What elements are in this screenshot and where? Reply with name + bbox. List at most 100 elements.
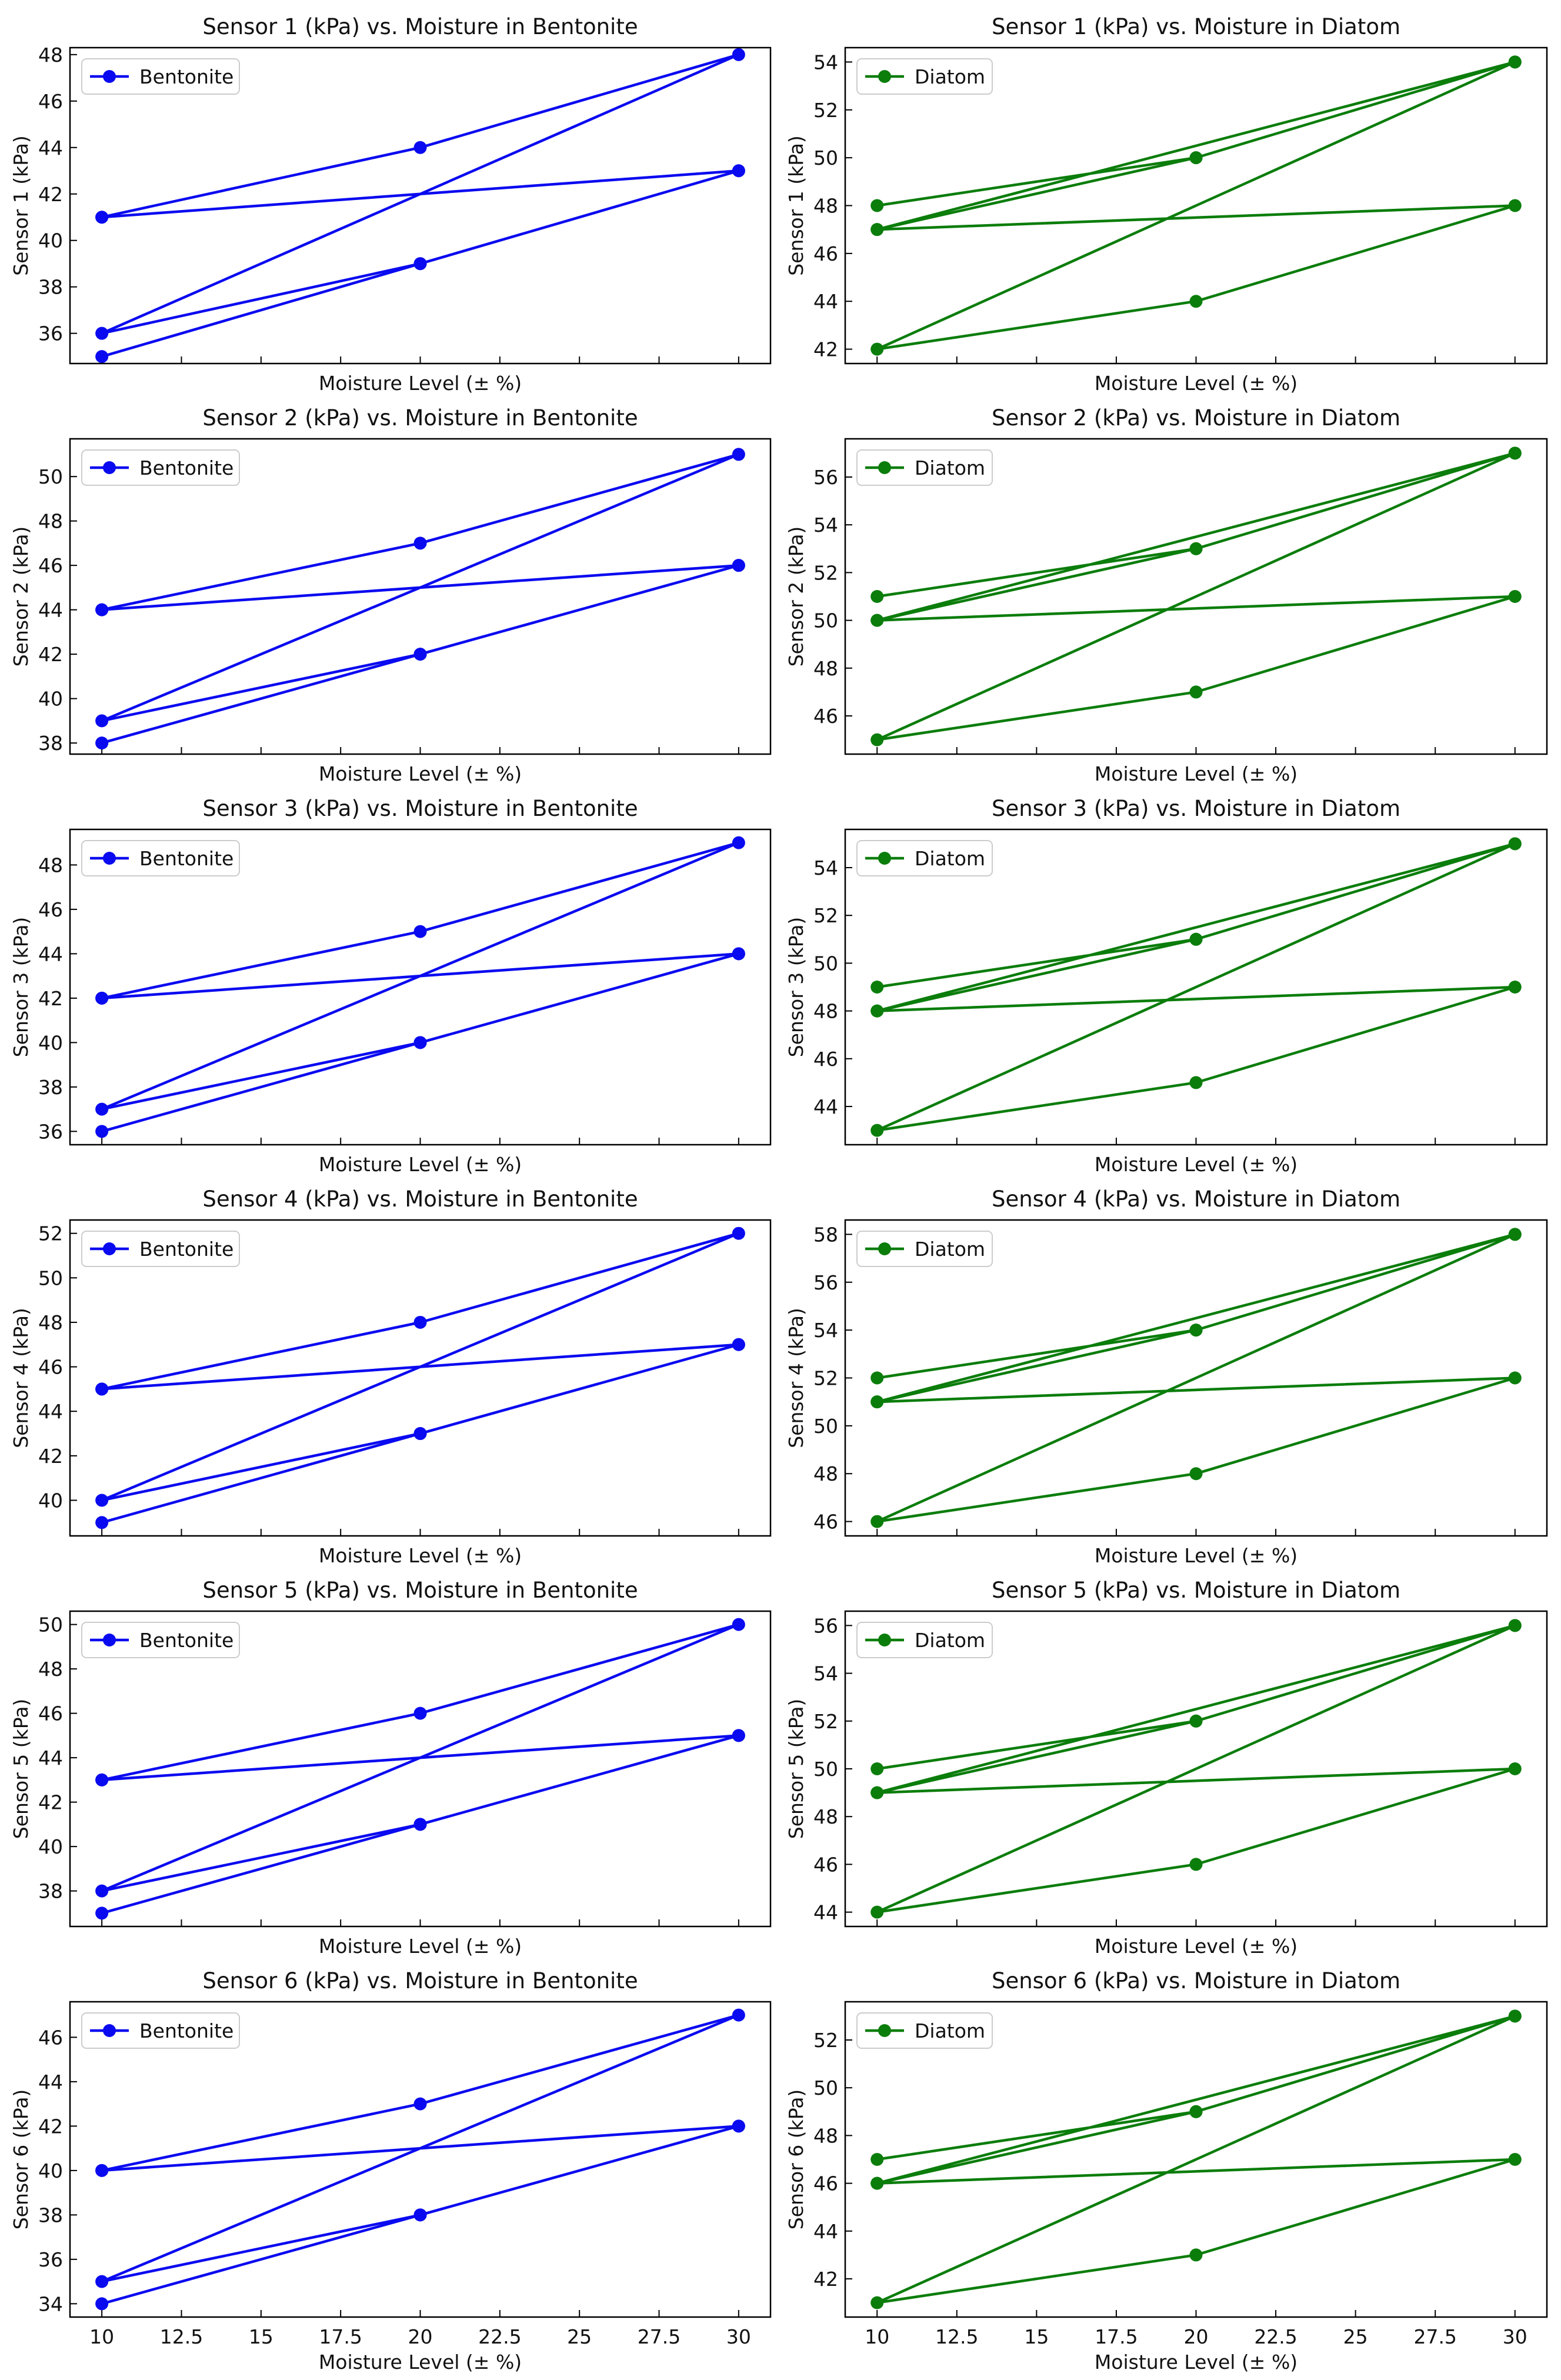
- data-point: [1508, 837, 1522, 851]
- y-axis-label: Sensor 2 (kPa): [785, 526, 808, 667]
- y-tick-label: 36: [38, 1120, 63, 1143]
- plot-frame: [69, 1610, 772, 1928]
- data-point: [870, 342, 884, 356]
- legend-label: Bentonite: [139, 456, 234, 479]
- legend-marker: [103, 852, 116, 865]
- data-point: [1508, 590, 1522, 603]
- data-point: [732, 2008, 745, 2022]
- data-point: [413, 648, 427, 661]
- legend: Diatom: [856, 1231, 993, 1267]
- y-tick-label: 50: [38, 1266, 63, 1289]
- y-axis-label: Sensor 5 (kPa): [785, 1699, 808, 1839]
- plot-frame: [69, 828, 772, 1146]
- y-tick-label: 38: [38, 1880, 63, 1903]
- series-line: [100, 2014, 741, 2305]
- chart-title: Sensor 2 (kPa) vs. Moisture in Diatom: [992, 405, 1400, 431]
- data-point: [870, 981, 884, 994]
- y-tick-label: 44: [813, 290, 838, 313]
- data-point: [95, 350, 109, 364]
- y-tick-label: 42: [38, 987, 63, 1010]
- y-tick-label: 48: [813, 1462, 838, 1485]
- y-tick-label: 44: [38, 136, 63, 159]
- y-tick-label: 46: [38, 1356, 63, 1379]
- subplot-2: Sensor 1 (kPa) vs. Moisture in Diatom 42 4…: [785, 14, 1548, 395]
- x-axis-label: Moisture Level (± %): [319, 1935, 522, 1958]
- y-tick-label: 46: [813, 1853, 838, 1876]
- data-point: [413, 925, 427, 938]
- y-tick-label: 42: [813, 338, 838, 361]
- y-tick-label: 48: [813, 1000, 838, 1023]
- legend-label: Diatom: [915, 847, 985, 870]
- data-point: [95, 326, 109, 340]
- data-point: [95, 1125, 109, 1138]
- y-tick-label: 42: [813, 2268, 838, 2291]
- legend-label: Bentonite: [139, 847, 234, 870]
- subplot-4: Sensor 2 (kPa) vs. Moisture in Diatom 46 4…: [785, 405, 1548, 785]
- series-line: [875, 842, 1517, 1132]
- plot-frame: [844, 46, 1548, 365]
- chart-title: Sensor 2 (kPa) vs. Moisture in Bentonite: [202, 405, 638, 431]
- data-point: [870, 590, 884, 603]
- x-tick-label: 12.5: [160, 2325, 203, 2348]
- data-point: [95, 736, 109, 750]
- y-axis-label: Sensor 1 (kPa): [9, 135, 32, 276]
- plot-frame: [844, 1219, 1548, 1537]
- chart-title: Sensor 5 (kPa) vs. Moisture in Diatom: [992, 1578, 1400, 1603]
- data-point: [1508, 1228, 1522, 1241]
- y-axis-label: Sensor 4 (kPa): [785, 1308, 808, 1448]
- legend-label: Bentonite: [139, 1238, 234, 1261]
- legend-box: [856, 1622, 993, 1658]
- y-tick-label: 50: [813, 609, 838, 632]
- data-point: [870, 1004, 884, 1018]
- legend: Diatom: [856, 2012, 993, 2049]
- x-tick-label: 17.5: [319, 2325, 362, 2348]
- y-tick-label: 42: [38, 2115, 63, 2138]
- y-axis-label: Sensor 2 (kPa): [9, 526, 32, 667]
- plot-frame: [844, 438, 1548, 755]
- data-point: [413, 2208, 427, 2222]
- series-line: [875, 452, 1517, 741]
- legend-box: [81, 840, 240, 876]
- y-tick-label: 56: [813, 1614, 838, 1637]
- x-tick-label: 30: [1503, 2325, 1527, 2348]
- data-point: [1189, 542, 1203, 555]
- legend-marker: [878, 70, 891, 83]
- data-point: [1189, 685, 1203, 699]
- y-tick-label: 54: [813, 51, 838, 74]
- data-point: [1189, 295, 1203, 308]
- data-point: [870, 1905, 884, 1919]
- data-point: [1508, 446, 1522, 460]
- legend-box: [81, 1622, 240, 1658]
- legend: Bentonite: [81, 1231, 240, 1267]
- y-tick-label: 50: [813, 2076, 838, 2099]
- y-tick-label: 48: [38, 854, 63, 876]
- legend-marker: [878, 1242, 891, 1255]
- data-point: [870, 2153, 884, 2166]
- x-tick-label: 10: [89, 2325, 114, 2348]
- data-point: [95, 2297, 109, 2311]
- x-tick-label: 25: [567, 2325, 592, 2348]
- y-tick-label: 52: [813, 1710, 838, 1733]
- data-point: [1189, 2248, 1203, 2262]
- data-point: [1508, 55, 1522, 69]
- x-axis-label: Moisture Level (± %): [319, 762, 522, 785]
- x-tick-label: 20: [408, 2325, 433, 2348]
- legend-box: [856, 1231, 993, 1267]
- data-point: [1189, 2105, 1203, 2118]
- y-tick-label: 44: [38, 1400, 63, 1423]
- subplot-9: Sensor 5 (kPa) vs. Moisture in Bentonite…: [9, 1578, 772, 1958]
- subplot-6: Sensor 3 (kPa) vs. Moisture in Diatom 44 4…: [785, 796, 1548, 1176]
- legend-marker: [878, 1634, 891, 1646]
- y-tick-label: 52: [813, 99, 838, 122]
- legend-label: Bentonite: [139, 65, 234, 88]
- data-point: [95, 1382, 109, 1396]
- data-point: [95, 2275, 109, 2288]
- data-point: [732, 1729, 745, 1742]
- data-point: [413, 1818, 427, 1831]
- data-point: [732, 448, 745, 461]
- y-tick-label: 38: [38, 1076, 63, 1099]
- x-tick-label: 10: [865, 2325, 889, 2348]
- data-point: [95, 1773, 109, 1786]
- plot-frame: [844, 828, 1548, 1146]
- y-tick-label: 48: [38, 510, 63, 533]
